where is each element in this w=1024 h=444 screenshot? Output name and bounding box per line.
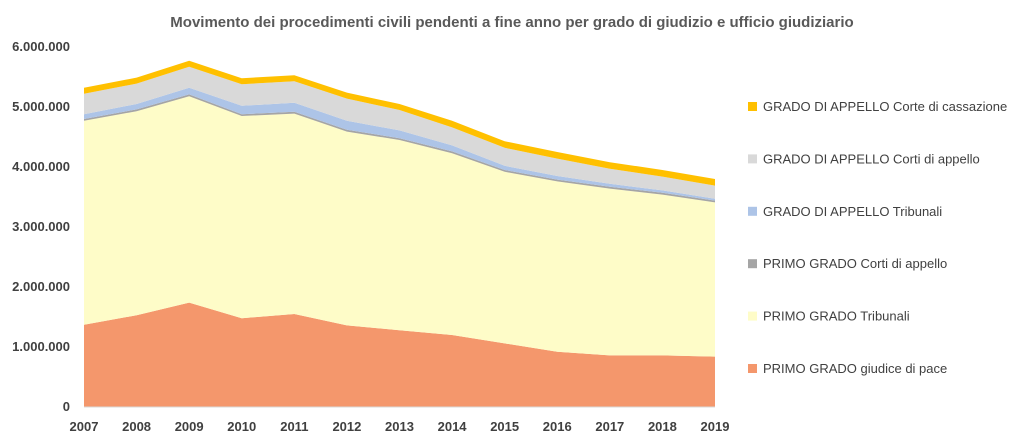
legend-swatch	[748, 311, 757, 321]
legend-swatch	[748, 206, 757, 216]
x-tick-label: 2009	[175, 419, 204, 434]
x-tick-label: 2015	[490, 419, 519, 434]
series-area-2	[84, 94, 715, 203]
legend-swatch	[748, 259, 757, 269]
x-tick-label: 2013	[385, 419, 414, 434]
legend-label: PRIMO GRADO Corti di appello	[763, 256, 947, 271]
x-tick-label: 2019	[701, 419, 730, 434]
legend-swatch	[748, 364, 757, 373]
y-tick-label: 4.000.000	[12, 159, 70, 174]
legend-label: PRIMO GRADO Tribunali	[763, 309, 910, 324]
x-tick-label: 2018	[648, 419, 677, 434]
x-tick-label: 2007	[70, 419, 99, 434]
x-tick-label: 2010	[227, 419, 256, 434]
x-tick-label: 2012	[332, 419, 361, 434]
legend-label: PRIMO GRADO giudice di pace	[763, 361, 947, 376]
x-tick-label: 2008	[122, 419, 151, 434]
y-tick-label: 0	[63, 399, 70, 414]
x-tick-label: 2011	[280, 419, 308, 434]
legend-label: GRADO DI APPELLO Corte di cassazione	[763, 99, 1007, 114]
legend-swatch	[748, 102, 757, 111]
series-area-0	[84, 302, 715, 407]
x-tick-label: 2014	[438, 419, 468, 434]
legend: GRADO DI APPELLO Corte di cassazione GRAD…	[748, 99, 1007, 376]
x-tick-label: 2016	[543, 419, 572, 434]
y-tick-label: 2.000.000	[12, 279, 70, 294]
y-tick-label: 3.000.000	[12, 219, 70, 234]
chart-title: Movimento dei procedimenti civili penden…	[170, 14, 853, 31]
axes: 0 1.000.000 2.000.000 3.000.000 4.000.000 5.0…	[12, 39, 729, 434]
series-area-1	[84, 96, 715, 357]
legend-label: GRADO DI APPELLO Tribunali	[763, 204, 942, 219]
series-area-5	[84, 60, 715, 186]
y-tick-label: 5.000.000	[12, 99, 70, 114]
y-tick-label: 1.000.000	[12, 339, 70, 354]
legend-swatch	[748, 154, 757, 164]
series-areas	[84, 60, 715, 407]
series-area-3	[84, 87, 715, 201]
y-tick-label: 6.000.000	[12, 39, 70, 54]
x-tick-label: 2017	[595, 419, 624, 434]
legend-label: GRADO DI APPELLO Corti di appello	[763, 151, 980, 166]
series-area-4	[84, 66, 715, 199]
